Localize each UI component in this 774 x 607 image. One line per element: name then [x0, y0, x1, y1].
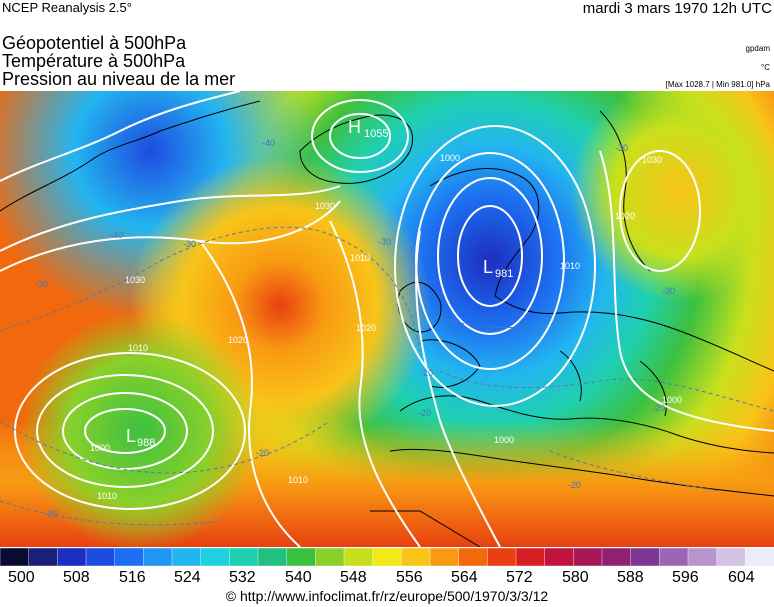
colorbar-swatch [630, 548, 661, 566]
isobar-label: 1020 [228, 335, 248, 345]
isobar-label: 1010 [560, 261, 580, 271]
isobar-label: 1000 [440, 153, 460, 163]
title-pressure: Pression au niveau de la mer [2, 69, 236, 89]
isobars [0, 91, 774, 547]
low-981-symbol: L [483, 257, 493, 277]
low-988-value: 988 [137, 437, 155, 449]
isobar-label: 1010 [97, 491, 117, 501]
isobar-label: 1020 [356, 323, 376, 333]
isobar-label: 1010 [128, 343, 148, 353]
colorbar-label: 532 [229, 569, 256, 586]
colorbar-label: 572 [506, 569, 533, 586]
colorbar-swatch [85, 548, 116, 566]
colorbar-label: 540 [285, 569, 312, 586]
colorbar-label: 604 [728, 569, 755, 586]
isotherms [0, 226, 774, 526]
colorbar-label: 588 [617, 569, 644, 586]
isotherm-label: -40 [262, 138, 275, 148]
isobar-label: 1030 [642, 155, 662, 165]
unit-hpa-range: [Max 1028.7 | Min 981.0] hPa [665, 80, 770, 89]
colorbar-swatch [286, 548, 317, 566]
colorbar [0, 548, 774, 566]
high-1055-symbol: H [348, 117, 361, 137]
date-label: mardi 3 mars 1970 12h UTC [582, 0, 772, 17]
colorbar-swatch [687, 548, 718, 566]
isobar-label: 1030 [125, 275, 145, 285]
colorbar-label: 508 [63, 569, 90, 586]
colorbar-label: 516 [119, 569, 146, 586]
weather-map: H 1055 L 981 L 988 1030 1030 1030 1020 1… [0, 91, 774, 547]
high-1055-value: 1055 [364, 128, 388, 140]
colorbar-swatch [257, 548, 288, 566]
map-southwest-shading [0, 91, 774, 547]
colorbar-swatch [28, 548, 59, 566]
isotherm-label: -30 [662, 286, 675, 296]
colorbar-swatch [200, 548, 231, 566]
isobar-label: 1030 [315, 201, 335, 211]
isobar-label: 1020 [615, 211, 635, 221]
colorbar-label: 524 [174, 569, 201, 586]
title-temperature: Température à 500hPa [2, 51, 186, 71]
isobar-labels: 1030 1030 1030 1020 1020 1020 1010 1010 … [90, 153, 682, 501]
colorbar-swatch [573, 548, 603, 566]
colorbar-swatch [745, 548, 774, 566]
colorbar-swatch [114, 548, 145, 566]
colorbar-swatch [0, 548, 30, 566]
isotherm-label: -20 [568, 480, 581, 490]
isotherm-label: -20 [418, 408, 431, 418]
colorbar-label: 548 [340, 569, 367, 586]
isotherm-label: -30 [615, 143, 628, 153]
isotherm-label: -20 [256, 448, 269, 458]
colorbar-swatch [372, 548, 403, 566]
colorbar-swatch [343, 548, 374, 566]
colorbar-label: 564 [451, 569, 478, 586]
colorbar-label: 556 [396, 569, 423, 586]
isotherm-labels: -40 -40 -30 -30 -30 -30 -20 -20 -20 -20 … [35, 138, 675, 519]
isotherm-label: -30 [35, 279, 48, 289]
isotherm-label: -20 [420, 368, 433, 378]
colorbar-swatch [429, 548, 460, 566]
low-988-symbol: L [126, 426, 136, 446]
colorbar-swatch [716, 548, 747, 566]
unit-gpdam: gpdam [745, 44, 770, 53]
isotherm-label: -20 [652, 403, 665, 413]
pressure-centers: H 1055 L 981 L 988 [126, 117, 513, 449]
footer-credit: © http://www.infoclimat.fr/rz/europe/500… [225, 588, 549, 604]
title-geopotential: Géopotentiel à 500hPa [2, 33, 187, 53]
colorbar-swatch [458, 548, 489, 566]
isotherm-label: -30 [378, 237, 391, 247]
colorbar-swatch [57, 548, 87, 566]
isotherm-label: -20 [45, 509, 58, 519]
colorbar-swatch [601, 548, 632, 566]
colorbar-label: 596 [672, 569, 699, 586]
colorbar-swatch [515, 548, 546, 566]
colorbar-swatch [544, 548, 575, 566]
colorbar-label: 500 [8, 569, 35, 586]
isotherm-label: -40 [110, 230, 123, 240]
colorbar-swatch [487, 548, 517, 566]
unit-celsius: °C [761, 63, 770, 72]
isobar-label: 1000 [662, 395, 682, 405]
isobar-label: 1000 [90, 443, 110, 453]
colorbar-swatch [171, 548, 202, 566]
colorbar-swatch [315, 548, 345, 566]
isobar-label: 1010 [288, 475, 308, 485]
low-981-value: 981 [495, 268, 513, 280]
isobar-label: 1010 [350, 253, 370, 263]
colorbar-swatch [401, 548, 431, 566]
colorbar-label: 580 [562, 569, 589, 586]
colorbar-swatch [659, 548, 689, 566]
source-label: NCEP Reanalysis 2.5° [2, 0, 132, 15]
colorbar-swatch [229, 548, 259, 566]
colorbar-swatch [143, 548, 173, 566]
isotherm-label: -30 [183, 239, 196, 249]
isobar-label: 1000 [494, 435, 514, 445]
